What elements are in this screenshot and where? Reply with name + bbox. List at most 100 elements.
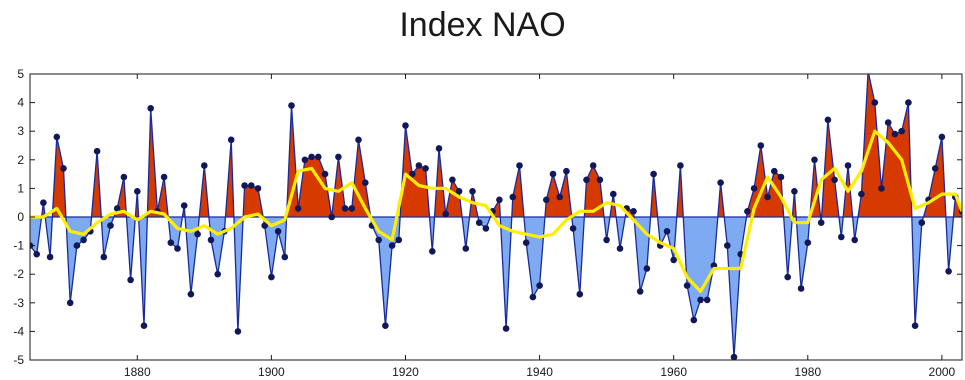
index-point-1994 bbox=[898, 127, 905, 135]
index-point-1872 bbox=[80, 236, 87, 244]
negative-area bbox=[30, 217, 962, 358]
index-point-1935 bbox=[502, 325, 510, 332]
y-tick-label-5: 5 bbox=[17, 67, 24, 81]
index-point-1975 bbox=[771, 167, 778, 175]
index-point-1913 bbox=[355, 136, 362, 144]
index-point-1960 bbox=[670, 256, 677, 264]
index-point-1930 bbox=[469, 188, 476, 195]
index-point-1924 bbox=[429, 248, 436, 255]
y-tick-label--4: -4 bbox=[13, 324, 24, 338]
index-point-1925 bbox=[435, 145, 443, 152]
index-point-1927 bbox=[449, 176, 456, 184]
x-tick-label-1900: 1900 bbox=[258, 365, 285, 379]
index-point-1890 bbox=[201, 162, 208, 169]
index-point-1922 bbox=[415, 162, 423, 169]
axis-layer: 5 4 3 2 1 0 -1 -2 -3 -4 -5 1880 1900 1920 1940 1960 1980… bbox=[13, 67, 963, 379]
index-point-1877 bbox=[113, 205, 121, 212]
index-point-1946 bbox=[576, 290, 584, 298]
index-point-1939 bbox=[529, 293, 537, 301]
y-tick-label-1: 1 bbox=[17, 181, 24, 195]
index-point-1909 bbox=[328, 213, 336, 221]
index-point-1976 bbox=[777, 173, 785, 181]
index-point-1921 bbox=[408, 170, 416, 178]
index-point-1952 bbox=[616, 245, 624, 252]
index-point-1997 bbox=[918, 219, 926, 226]
index-point-1905 bbox=[301, 156, 309, 164]
index-point-1938 bbox=[522, 239, 530, 246]
index-line bbox=[30, 74, 962, 358]
index-point-1951 bbox=[610, 190, 617, 198]
index-point-1985 bbox=[838, 233, 845, 241]
index-point-1920 bbox=[402, 122, 409, 129]
index-point-1996 bbox=[911, 322, 919, 330]
index-point-1932 bbox=[482, 225, 490, 232]
index-point-2000 bbox=[938, 133, 946, 141]
index-point-1875 bbox=[100, 253, 108, 261]
index-point-1894 bbox=[227, 136, 235, 144]
smooth-layer bbox=[30, 129, 962, 293]
index-point-1902 bbox=[281, 253, 289, 261]
index-point-1869 bbox=[60, 165, 67, 172]
x-tick-label-1960: 1960 bbox=[660, 365, 687, 379]
index-point-1868 bbox=[53, 133, 61, 141]
index-point-1929 bbox=[462, 245, 470, 252]
index-point-1874 bbox=[93, 147, 101, 155]
index-point-1901 bbox=[274, 228, 282, 235]
index-point-1865 bbox=[33, 250, 40, 258]
chart-title: Index NAO bbox=[399, 6, 566, 44]
y-tick-label--1: -1 bbox=[13, 239, 24, 253]
x-tick-label-1980: 1980 bbox=[794, 365, 821, 379]
index-point-1882 bbox=[147, 105, 154, 112]
index-point-1904 bbox=[294, 205, 302, 212]
index-point-1949 bbox=[596, 176, 604, 184]
index-point-1978 bbox=[791, 188, 798, 195]
index-point-1884 bbox=[160, 173, 168, 181]
index-point-1983 bbox=[824, 116, 832, 124]
index-point-1947 bbox=[583, 176, 590, 184]
index-point-1942 bbox=[549, 170, 557, 178]
index-point-1906 bbox=[308, 153, 315, 161]
index-point-1971 bbox=[744, 208, 751, 215]
index-point-1977 bbox=[784, 273, 791, 281]
index-point-1912 bbox=[348, 205, 356, 212]
index-point-1887 bbox=[180, 202, 188, 209]
index-point-1986 bbox=[844, 162, 852, 169]
index-point-1908 bbox=[321, 170, 329, 178]
index-point-1955 bbox=[636, 288, 644, 295]
index-point-1871 bbox=[73, 242, 81, 249]
y-tick-label--3: -3 bbox=[13, 296, 24, 310]
index-point-1889 bbox=[194, 230, 201, 238]
index-point-1923 bbox=[422, 165, 429, 172]
index-point-1926 bbox=[442, 210, 450, 218]
index-point-1981 bbox=[811, 156, 818, 164]
index-point-1993 bbox=[891, 130, 899, 138]
index-point-1950 bbox=[603, 236, 610, 244]
index-point-1885 bbox=[167, 239, 175, 246]
line-layer bbox=[30, 74, 962, 358]
index-point-1866 bbox=[40, 199, 47, 206]
y-tick-label--5: -5 bbox=[13, 353, 24, 367]
index-point-1964 bbox=[697, 296, 704, 304]
index-point-1956 bbox=[643, 265, 651, 272]
index-point-1916 bbox=[375, 236, 383, 244]
index-point-1961 bbox=[677, 162, 684, 169]
index-point-1892 bbox=[214, 270, 221, 278]
index-point-1965 bbox=[703, 296, 711, 304]
index-point-1973 bbox=[757, 142, 765, 149]
index-point-1896 bbox=[241, 182, 248, 189]
index-point-1881 bbox=[140, 322, 148, 330]
index-point-1957 bbox=[650, 170, 657, 178]
index-point-1972 bbox=[750, 185, 758, 192]
x-tick-label-2000: 2000 bbox=[929, 365, 956, 379]
x-tick-label-1880: 1880 bbox=[124, 365, 151, 379]
index-point-1954 bbox=[630, 208, 637, 215]
index-point-1903 bbox=[288, 102, 295, 109]
index-point-1878 bbox=[120, 173, 128, 181]
index-point-1914 bbox=[362, 179, 369, 186]
index-point-1886 bbox=[174, 245, 181, 252]
index-point-1911 bbox=[341, 205, 349, 212]
index-point-1959 bbox=[663, 228, 671, 235]
index-point-1967 bbox=[717, 179, 724, 186]
x-tick-label-1940: 1940 bbox=[526, 365, 553, 379]
